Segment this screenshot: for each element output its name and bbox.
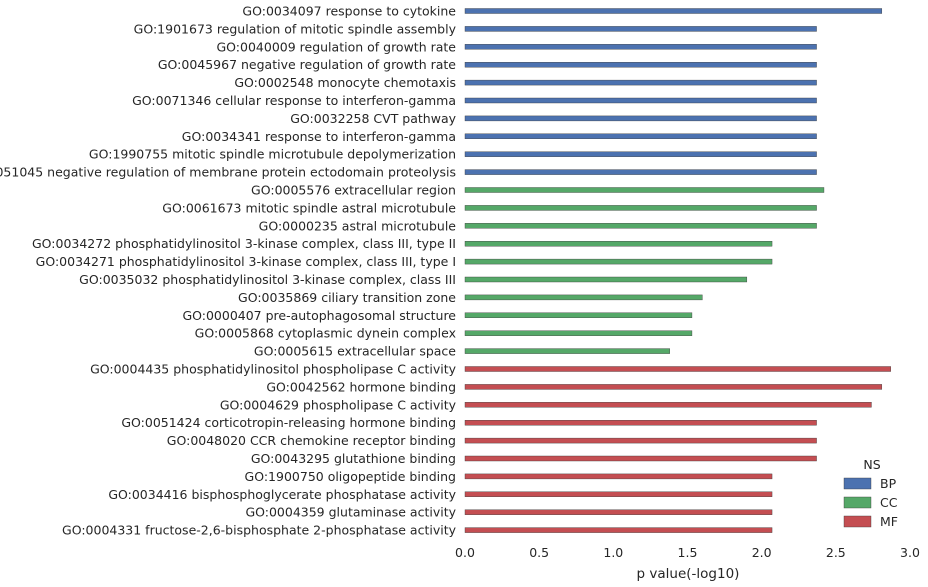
legend-swatch-bp — [843, 477, 872, 490]
bar-29 — [464, 509, 773, 515]
category-label-16: GO:0035032 phosphatidylinositol 3-kinase… — [79, 272, 456, 287]
x-tick-label-6: 3.0 — [900, 545, 920, 560]
bar-10 — [464, 169, 817, 175]
legend-swatch-cc — [843, 496, 872, 509]
category-labels-layer: GO:0034097 response to cytokine GO:190167… — [0, 4, 457, 538]
bars-layer — [464, 8, 891, 533]
category-label-4: GO:0045967 negative regulation of growth… — [158, 57, 456, 72]
bar-23 — [464, 402, 872, 408]
bar-21 — [464, 366, 891, 372]
bar-4 — [464, 62, 817, 68]
category-label-27: GO:1900750 oligopeptide binding — [245, 469, 456, 484]
category-label-22: GO:0042562 hormone binding — [266, 379, 456, 394]
category-label-11: GO:0005576 extracellular region — [251, 183, 456, 198]
bar-6 — [464, 97, 817, 104]
bar-19 — [464, 330, 693, 336]
bar-24 — [464, 420, 817, 426]
category-label-13: GO:0000235 astral microtubule — [259, 218, 457, 233]
category-label-25: GO:0048020 CCR chemokine receptor bindin… — [167, 433, 456, 448]
x-tick-label-0: 0.0 — [455, 545, 475, 560]
bar-15 — [464, 258, 773, 265]
bar-9 — [464, 151, 817, 157]
bar-13 — [464, 223, 817, 229]
bar-22 — [464, 384, 883, 390]
x-tick-label-2: 1.0 — [603, 545, 623, 560]
category-label-29: GO:0004359 glutaminase activity — [245, 505, 456, 520]
category-label-19: GO:0005868 cytoplasmic dynein complex — [195, 326, 456, 341]
category-label-3: GO:0040009 regulation of growth rate — [216, 39, 456, 54]
category-label-18: GO:0000407 pre-autophagosomal structure — [182, 308, 456, 323]
bar-12 — [464, 205, 817, 211]
bar-28 — [464, 491, 773, 497]
bar-16 — [464, 276, 748, 283]
x-tick-label-1: 0.5 — [529, 545, 549, 560]
bar-7 — [464, 115, 817, 122]
legend-label-bp: BP — [880, 476, 897, 491]
category-label-5: GO:0002548 monocyte chemotaxis — [234, 75, 456, 90]
legend-swatch-mf — [843, 515, 872, 528]
category-label-23: GO:0004629 phospholipase C activity — [220, 397, 457, 412]
category-label-2: GO:1901673 regulation of mitotic spindle… — [134, 21, 457, 36]
category-label-24: GO:0051424 corticotropin-releasing hormo… — [121, 415, 456, 430]
category-label-1: GO:0034097 response to cytokine — [242, 4, 456, 19]
category-label-6: GO:0071346 cellular response to interfer… — [132, 93, 456, 108]
category-label-30: GO:0004331 fructose-2,6-bisphosphate 2-p… — [62, 523, 457, 538]
category-label-26: GO:0043295 glutathione binding — [251, 451, 456, 466]
bar-8 — [464, 133, 817, 140]
bar-26 — [464, 455, 817, 462]
category-label-28: GO:0034416 bisphosphoglycerate phosphata… — [108, 487, 456, 502]
x-axis-title: p value(-log10) — [637, 566, 740, 582]
legend: NS BP CC MF — [843, 457, 898, 529]
bar-1 — [464, 8, 883, 14]
bar-11 — [464, 187, 825, 193]
legend-label-mf: MF — [880, 514, 898, 529]
x-tick-label-4: 2.0 — [752, 545, 772, 560]
bar-17 — [464, 294, 703, 301]
legend-label-cc: CC — [880, 495, 898, 510]
category-label-10: GO:0051045 negative regulation of membra… — [0, 165, 456, 180]
category-label-20: GO:0005615 extracellular space — [254, 344, 456, 359]
bar-2 — [464, 26, 817, 32]
category-label-7: GO:0032258 CVT pathway — [290, 111, 456, 126]
category-label-17: GO:0035869 ciliary transition zone — [238, 290, 456, 305]
bar-14 — [464, 240, 773, 247]
legend-title: NS — [863, 457, 880, 472]
category-label-8: GO:0034341 response to interferon-gamma — [182, 129, 456, 144]
category-label-21: GO:0004435 phosphatidylinositol phosphol… — [90, 362, 457, 377]
x-tick-label-3: 1.5 — [678, 545, 698, 560]
bar-18 — [464, 312, 693, 318]
bar-25 — [464, 437, 817, 444]
category-label-15: GO:0034271 phosphatidylinositol 3-kinase… — [36, 254, 456, 269]
bar-30 — [464, 527, 773, 533]
bar-20 — [464, 348, 670, 354]
category-label-9: GO:1990755 mitotic spindle microtubule d… — [89, 147, 456, 162]
category-label-12: GO:0061673 mitotic spindle astral microt… — [162, 200, 456, 215]
bar-27 — [464, 473, 773, 480]
x-tick-label-5: 2.5 — [826, 545, 846, 560]
category-label-14: GO:0034272 phosphatidylinositol 3-kinase… — [32, 236, 456, 251]
x-axis-ticks-layer: 0.0 0.5 1.0 1.5 2.0 2.5 3.0 — [455, 545, 920, 560]
bar-3 — [464, 44, 817, 50]
bar-5 — [464, 79, 817, 86]
